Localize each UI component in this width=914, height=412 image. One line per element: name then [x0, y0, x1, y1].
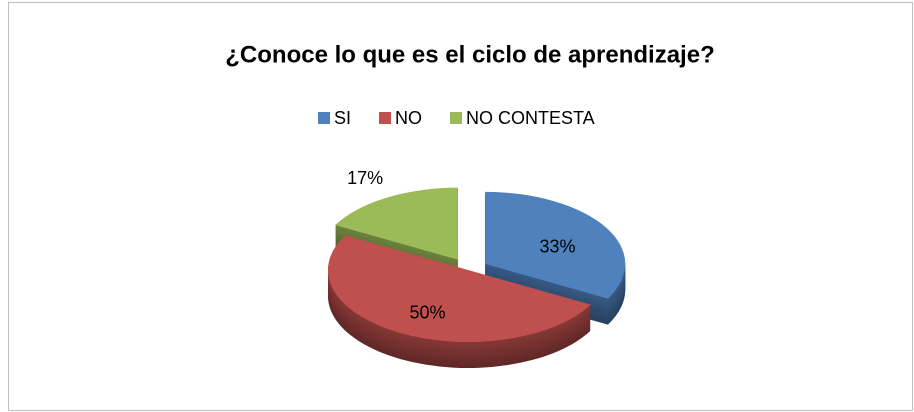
- legend-label: NO: [395, 108, 422, 128]
- legend-swatch: [318, 112, 330, 124]
- slice: [335, 187, 458, 260]
- legend-swatch: [379, 112, 392, 124]
- slice: [485, 191, 626, 299]
- chart-title: ¿Conoce lo que es el ciclo de aprendizaj…: [225, 41, 714, 68]
- legend-label: SI: [334, 108, 351, 128]
- data-label: 17%: [347, 168, 383, 188]
- slice-group: [327, 235, 591, 368]
- legend-swatch: [450, 112, 463, 124]
- legend-label: NO CONTESTA: [466, 108, 595, 128]
- data-label: 33%: [540, 237, 576, 257]
- slice-group: [335, 187, 458, 286]
- data-label: 50%: [410, 303, 446, 323]
- legend: SI NO NO CONTESTA: [318, 108, 595, 128]
- slice: [328, 235, 591, 342]
- slice-group: [485, 191, 626, 325]
